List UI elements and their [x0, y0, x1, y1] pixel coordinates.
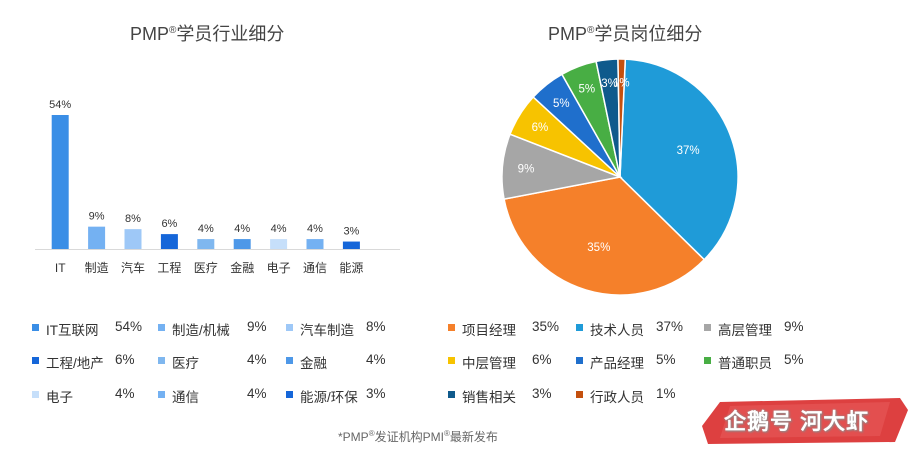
- pie-slice: [617, 58, 627, 178]
- bar: [197, 239, 215, 249]
- legend-label: 汽车制造: [300, 323, 354, 338]
- legend-label: 技术人员: [590, 323, 644, 338]
- watermark-badge: [702, 398, 908, 444]
- legend-value: 9%: [247, 319, 267, 334]
- watermark-text: 企鹅号 河大虾: [724, 409, 870, 434]
- pie-slice-label: 5%: [578, 84, 595, 96]
- pie-slice-label: 37%: [677, 145, 700, 157]
- legend-value: 35%: [532, 319, 560, 334]
- legend-label: 能源/环保: [300, 390, 358, 405]
- legend-label: 行政人员: [590, 390, 644, 405]
- pie-slice-label: 35%: [587, 242, 610, 254]
- bar: [88, 226, 106, 249]
- bar-value-label: 9%: [89, 211, 105, 223]
- bar-value-label: 4%: [234, 223, 250, 235]
- legend-swatch: [448, 357, 455, 364]
- legend-label: 普通职员: [718, 356, 772, 371]
- bar-value-label: 3%: [343, 226, 359, 238]
- bar-value-label: 4%: [307, 223, 323, 235]
- legend-value: 5%: [656, 352, 676, 367]
- legend-swatch: [158, 391, 165, 398]
- bar: [124, 229, 142, 249]
- bar: [51, 115, 69, 249]
- legend-value: 37%: [656, 319, 684, 334]
- legend-value: 54%: [115, 319, 143, 334]
- legend-value: 8%: [366, 319, 386, 334]
- legend-label: 制造/机械: [172, 323, 230, 338]
- bar-category-label: 制造: [85, 261, 109, 275]
- legend-value: 4%: [115, 386, 135, 401]
- legend-value: 4%: [366, 352, 386, 367]
- pie-slice-label: 6%: [532, 122, 549, 134]
- bar: [160, 234, 178, 249]
- legend-value: 4%: [247, 352, 267, 367]
- legend-label: 中层管理: [462, 356, 516, 371]
- legend-value: 6%: [532, 352, 552, 367]
- bar: [233, 239, 251, 249]
- bar-value-label: 8%: [125, 213, 141, 225]
- legend-swatch: [576, 391, 583, 398]
- legend-swatch: [286, 324, 293, 331]
- pie-slice-label: 5%: [553, 98, 570, 110]
- bar: [306, 239, 324, 249]
- legend-swatch: [158, 357, 165, 364]
- bar-value-label: 4%: [271, 223, 287, 235]
- legend-swatch: [286, 391, 293, 398]
- bar-category-label: 工程: [157, 260, 181, 275]
- legend-swatch: [32, 391, 39, 398]
- legend-swatch: [576, 324, 583, 331]
- bar-category-label: 医疗: [194, 261, 218, 275]
- legend-label: 项目经理: [462, 323, 516, 338]
- legend-label: 通信: [172, 390, 199, 405]
- legend-value: 3%: [366, 386, 386, 401]
- legend-swatch: [286, 357, 293, 364]
- bar-category-label: 汽车: [121, 260, 145, 275]
- pie-chart-title: PMP®学员岗位细分: [548, 24, 703, 44]
- pie-slice-label: 9%: [518, 163, 535, 175]
- legend-label: 金融: [300, 356, 327, 371]
- legend-value: 1%: [656, 386, 676, 401]
- legend-label: 工程/地产: [46, 356, 104, 371]
- pie-slice-label: 1%: [613, 78, 630, 90]
- legend-label: 产品经理: [590, 356, 644, 371]
- bar-chart-title: PMP®学员行业细分: [130, 24, 285, 44]
- bar-category-label: 能源: [339, 261, 363, 275]
- legend-swatch: [448, 324, 455, 331]
- legend-value: 6%: [115, 352, 135, 367]
- bar-value-label: 4%: [198, 223, 214, 235]
- legend-value: 5%: [784, 352, 804, 367]
- legend-label: 医疗: [172, 356, 199, 371]
- legend-swatch: [576, 357, 583, 364]
- bar: [270, 239, 288, 249]
- bar-category-label: 金融: [230, 260, 254, 275]
- bar-value-label: 6%: [161, 218, 177, 230]
- bar-category-label: 电子: [267, 261, 291, 275]
- legend-value: 4%: [247, 386, 267, 401]
- legend-value: 9%: [784, 319, 804, 334]
- legend-label: 销售相关: [462, 390, 516, 405]
- footer-note: *PMP®发证机构PMI®最新发布: [338, 429, 498, 444]
- pie-slice: [619, 58, 739, 261]
- legend-label: IT互联网: [46, 323, 99, 338]
- legend-swatch: [158, 324, 165, 331]
- legend-swatch: [32, 324, 39, 331]
- bar-value-label: 54%: [49, 99, 71, 111]
- legend-value: 3%: [532, 386, 552, 401]
- legend-swatch: [32, 357, 39, 364]
- legend-swatch: [448, 391, 455, 398]
- legend-swatch: [704, 357, 711, 364]
- pie-slice: [503, 176, 706, 296]
- legend-label: 高层管理: [718, 323, 772, 338]
- legend-swatch: [704, 324, 711, 331]
- bar-category-label: IT: [55, 261, 66, 275]
- bar-category-label: 通信: [303, 261, 327, 275]
- legend-label: 电子: [46, 390, 73, 405]
- pie-slice-label: 3%: [601, 78, 618, 90]
- bar: [342, 241, 360, 249]
